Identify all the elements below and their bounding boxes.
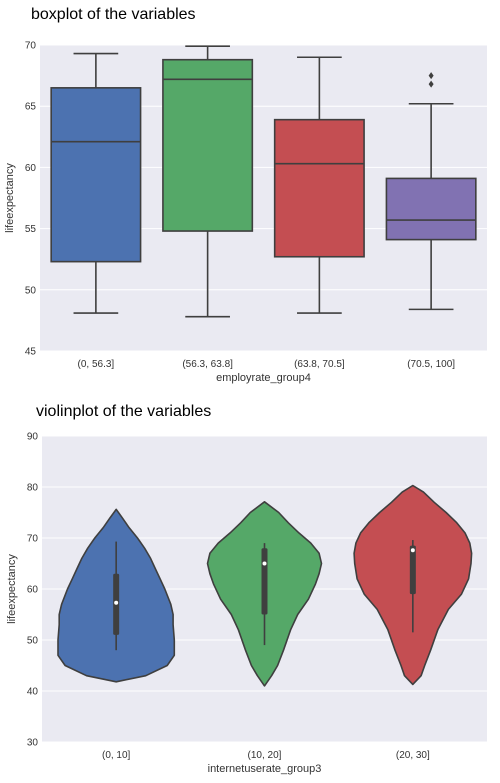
- box-2: [273, 56, 365, 314]
- boxplot-ytick-label: 45: [25, 347, 37, 358]
- boxplot-xtick-label: (63.8, 70.5]: [294, 359, 345, 370]
- violinplot-ylabel: lifeexpectancy: [6, 554, 18, 624]
- boxplot-ytick-label: 50: [25, 285, 37, 296]
- violinplot-ytick-label: 70: [27, 534, 39, 545]
- violinplot-xtick-label: (0, 10]: [102, 750, 131, 761]
- violin-1: [206, 501, 323, 687]
- boxplot-ytick-label: 55: [25, 224, 37, 235]
- box-3: [385, 72, 477, 311]
- boxplot-ytick-label: 60: [25, 163, 37, 174]
- boxplot-ytick-label: 65: [25, 102, 37, 113]
- violinplot-xlabel: internetuserate_group3: [208, 763, 322, 775]
- box-iqr: [385, 177, 477, 241]
- box-0: [50, 52, 142, 314]
- boxplot-ytick-label: 70: [25, 41, 37, 52]
- violinplot-ytick-label: 30: [27, 738, 39, 749]
- box-outlier: [428, 72, 434, 80]
- violinplot-ytick-label: 50: [27, 636, 39, 647]
- violinplot-xtick-label: (10, 20]: [248, 750, 282, 761]
- violin-2: [353, 484, 473, 686]
- box-iqr: [162, 58, 254, 232]
- violinplot-title: violinplot of the variables: [36, 403, 212, 420]
- box-iqr: [273, 118, 365, 258]
- boxplot-xtick-label: (56.3, 63.8]: [182, 359, 233, 370]
- violinplot-ytick-label: 80: [27, 483, 39, 494]
- boxplot-title: boxplot of the variables: [31, 6, 196, 23]
- boxplot-xtick-label: (0, 56.3]: [78, 359, 115, 370]
- violin-0: [57, 508, 176, 683]
- violinplot-ytick-label: 60: [27, 585, 39, 596]
- boxplot-xlabel: employrate_group4: [216, 372, 311, 384]
- box-outlier: [428, 80, 434, 88]
- violinplot-ytick-label: 90: [27, 432, 39, 443]
- violin-iqr-box: [409, 545, 416, 595]
- violin-median: [114, 600, 119, 605]
- box-1: [162, 45, 254, 318]
- boxplot-ylabel: lifeexpectancy: [4, 163, 16, 233]
- box-iqr: [50, 87, 142, 263]
- violinplot-xtick-label: (20, 30]: [396, 750, 430, 761]
- boxplot-chart: 45 50 55 60 65 70 (0, 56.3] (56.3, 63.8] (63.8, …: [4, 41, 487, 384]
- boxplot-xtick-label: (70.5, 100]: [407, 359, 455, 370]
- violin-iqr-box: [261, 548, 268, 615]
- violin-median: [410, 548, 415, 553]
- violinplot-ytick-label: 40: [27, 687, 39, 698]
- violin-median: [262, 561, 267, 566]
